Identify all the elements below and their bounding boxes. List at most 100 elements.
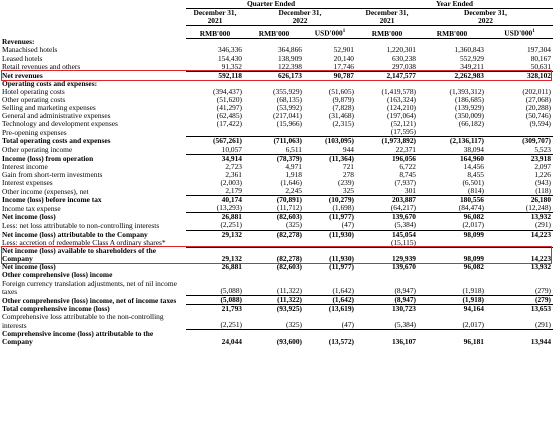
- cell-value: 180,556: [459, 195, 484, 205]
- cell-value: (2,017): [418, 313, 486, 331]
- cell-value: 1,220,301: [386, 45, 416, 55]
- table-row: Income (loss) before income tax 40,174 (70…: [0, 196, 553, 205]
- row-label: Net income (loss): [2, 212, 56, 222]
- footnote-marker: 1: [342, 29, 346, 35]
- cell-value: (8,947): [356, 279, 418, 297]
- row-label: Revenues:: [2, 37, 35, 47]
- unit-header: RMB'000: [186, 25, 244, 39]
- cell-value: (1,642): [304, 279, 356, 297]
- cell-value: (279): [486, 296, 553, 306]
- cell-value: (17,422): [216, 119, 242, 129]
- cell-value: 22,371: [356, 145, 418, 155]
- cell-value: (20,288): [525, 103, 552, 113]
- cell-value: (93,925): [276, 304, 302, 314]
- cell-value: 2,262,983: [454, 70, 484, 80]
- cell-value: 80,167: [530, 53, 552, 63]
- cell-value: 17,746: [304, 62, 356, 72]
- cell-value: 26,881: [221, 212, 242, 222]
- cell-value: 96,181: [463, 336, 484, 346]
- cell-value: 38,094: [418, 145, 486, 155]
- cell-value: (118): [486, 187, 553, 197]
- cell-value: (41,297): [216, 103, 242, 113]
- cell-value: (27,068): [525, 95, 552, 104]
- cell-value: 154,430: [217, 53, 242, 63]
- cell-value: (93,600): [276, 336, 302, 346]
- row-label: Other operating income: [2, 145, 73, 155]
- cell-value: 129,939: [391, 254, 416, 264]
- cell-value: (5,384): [356, 221, 418, 231]
- row-label: Foreign currency translation adjustments…: [2, 278, 177, 296]
- row-label: Net income (loss) available to sharehold…: [2, 246, 157, 264]
- cell-value: (82,278): [276, 229, 302, 239]
- cell-value: (1,918): [418, 279, 486, 297]
- cell-value: (1,698): [304, 204, 356, 214]
- cell-value: 297,038: [356, 62, 418, 72]
- cell-value: (13,293): [186, 204, 244, 214]
- table-row: Technology and development expenses (17,4…: [0, 120, 553, 128]
- date-line: December 31,: [278, 8, 322, 18]
- cell-value: (68,135): [276, 95, 302, 104]
- table-row: Income tax expense (13,293) (11,712) (1,698…: [0, 203, 553, 214]
- table-row: Manachised hotels 346,336 364,866 52,901 1,2…: [0, 46, 553, 54]
- cell-value: (66,182): [458, 119, 484, 129]
- table-row: Less: net loss attributable to non-contr…: [0, 221, 553, 231]
- cell-value: (11,977): [329, 262, 354, 272]
- row-label: Manachised hotels: [2, 45, 58, 55]
- cell-value: 2,097: [534, 161, 552, 171]
- cell-value: 2,245: [244, 187, 304, 197]
- cell-value: 50,631: [486, 62, 553, 72]
- unit-label: RMB'000: [258, 28, 290, 38]
- unit-header: USD'0001: [304, 25, 356, 39]
- cell-value: (2,251): [186, 221, 244, 231]
- table-row: Net revenues 592,118 626,173 90,787 2,147,57…: [0, 71, 553, 80]
- cell-value: (62,485): [216, 111, 242, 121]
- cell-value: (17,595): [356, 128, 418, 138]
- row-label: Net income (loss): [2, 262, 56, 272]
- cell-value: 14,456: [463, 161, 484, 171]
- cell-value: 721: [342, 161, 354, 171]
- cell-value: (279): [486, 279, 553, 297]
- cell-value: (11,930): [329, 254, 354, 264]
- cell-value: (325): [244, 221, 304, 231]
- row-label: Net income (loss) attributable to the Co…: [2, 229, 148, 239]
- cell-value: 94,164: [463, 304, 484, 314]
- cell-value: 2,179: [186, 187, 244, 197]
- cell-value: 301: [356, 187, 418, 197]
- empty-cell: [418, 271, 486, 279]
- row-label: Other comprehensive (loss) income, net o…: [2, 295, 177, 305]
- cell-value: (124,210): [387, 103, 416, 113]
- cell-value: (70,891): [276, 195, 302, 205]
- table-row: Total operating costs and expenses (567,2…: [0, 137, 553, 146]
- table-row: Selling and marketing expenses (41,297) (5…: [0, 103, 553, 113]
- cell-value: (13,619): [328, 304, 354, 314]
- table-row: Pre-opening expenses (17,595): [0, 127, 553, 138]
- row-label: Income tax expense: [2, 203, 61, 213]
- table-row: Net income (loss) attributable to the Co…: [0, 230, 553, 239]
- cell-value: (82,603): [276, 212, 302, 222]
- cell-value: (5,088): [186, 296, 244, 306]
- cell-value: 13,653: [530, 304, 552, 314]
- row-label: Pre-opening expenses: [2, 127, 67, 137]
- header-row: December 31, 2021 December 31, 2022 December…: [0, 8, 553, 27]
- row-label: Other income (expenses), net: [2, 186, 89, 196]
- table-row: Other comprehensive (loss) income: [0, 271, 553, 279]
- cell-value: (9,594): [529, 119, 552, 129]
- row-label: Interest expenses: [2, 177, 53, 187]
- cell-value: (103,095): [325, 136, 354, 146]
- cell-value: 278: [342, 169, 354, 179]
- cell-value: 130,723: [391, 304, 416, 314]
- cell-value: 24,044: [221, 336, 242, 346]
- empty-cell: [304, 128, 356, 138]
- cell-value: (350,009): [455, 111, 484, 121]
- table-row: Interest income 2,723 4,971 721 6,722 14,456 2…: [0, 161, 553, 171]
- cell-value: (217,041): [273, 111, 302, 121]
- cell-value: (394,437): [213, 86, 242, 96]
- row-label: Other comprehensive (loss) income: [2, 270, 113, 280]
- table-row: Other income (expenses), net 2,179 2,245 32…: [0, 186, 553, 197]
- empty-cell: [356, 271, 418, 279]
- date-line: 2022: [478, 16, 493, 26]
- table-row: Foreign currency translation adjustments…: [0, 278, 553, 297]
- date-header: December 31, 2021: [356, 8, 418, 27]
- cell-value: 197,304: [526, 45, 552, 55]
- table-row: Income (loss) from operation 34,914 (78,37…: [0, 154, 553, 163]
